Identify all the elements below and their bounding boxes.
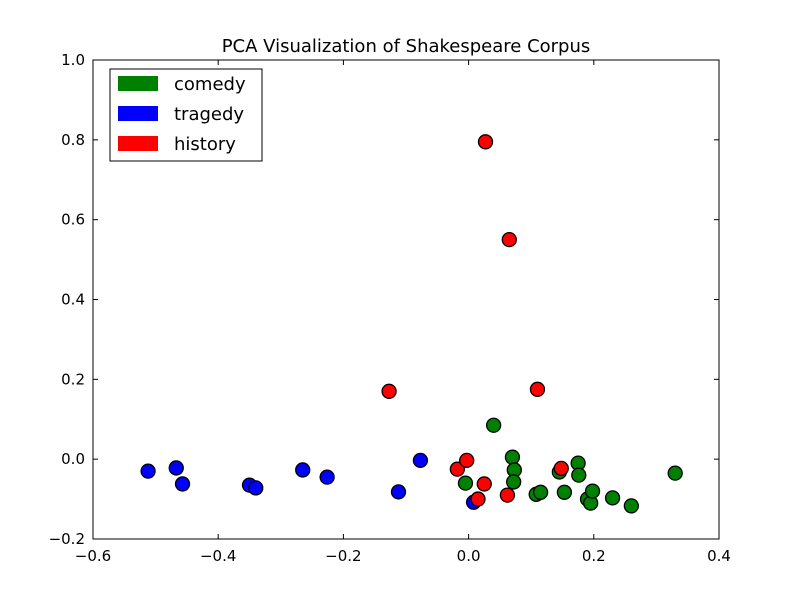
legend-label-history: history <box>174 134 236 155</box>
data-point-history <box>553 460 569 476</box>
data-point-history <box>381 383 397 399</box>
data-point-comedy <box>667 465 683 481</box>
data-point-history <box>449 461 465 477</box>
data-point-history <box>476 476 492 492</box>
data-point-tragedy <box>412 452 429 469</box>
data-point-comedy <box>506 474 522 490</box>
y-tick-label: 0.2 <box>61 370 85 388</box>
y-tick-label: 0.4 <box>61 291 85 309</box>
y-tick-label: 0.0 <box>61 450 85 468</box>
data-point-tragedy <box>390 484 407 500</box>
x-tick-label: −0.4 <box>200 547 236 565</box>
legend: comedy tragedy history <box>109 68 263 162</box>
chart-title: PCA Visualization of Shakespeare Corpus <box>222 36 591 57</box>
x-tick-label: −0.2 <box>325 547 361 565</box>
data-point-comedy <box>504 449 521 465</box>
data-point-comedy <box>623 498 640 514</box>
data-point-tragedy <box>140 463 156 479</box>
data-point-comedy <box>485 417 502 433</box>
series-tragedy <box>140 452 482 510</box>
data-point-comedy <box>532 484 549 500</box>
x-tick-label: 0.4 <box>707 547 731 565</box>
data-point-history <box>499 487 516 503</box>
data-point-comedy <box>604 490 621 506</box>
legend-swatch-comedy <box>118 76 158 91</box>
series-comedy <box>457 417 683 514</box>
y-tick-label: −0.2 <box>49 530 85 548</box>
legend-label-tragedy: tragedy <box>174 104 244 125</box>
series-history <box>381 134 569 507</box>
data-point-history <box>459 452 475 469</box>
data-point-history <box>529 381 546 397</box>
data-point-tragedy <box>248 480 264 496</box>
x-tick-label: 0.2 <box>582 547 606 565</box>
y-tick-label: 0.8 <box>61 131 85 149</box>
data-point-comedy <box>584 483 601 499</box>
data-point-history <box>501 231 517 248</box>
x-tick-label: 0.0 <box>457 547 481 565</box>
legend-swatch-tragedy <box>118 106 158 121</box>
y-tick-label: 0.6 <box>61 211 85 229</box>
legend-label-comedy: comedy <box>174 74 246 95</box>
y-tick-label: 1.0 <box>61 51 85 69</box>
x-tick-label: −0.6 <box>75 547 111 565</box>
legend-swatch-history <box>118 136 158 151</box>
data-point-history <box>477 134 494 150</box>
data-point-tragedy <box>319 469 335 485</box>
data-point-comedy <box>556 484 573 500</box>
data-point-comedy <box>457 475 474 491</box>
data-point-tragedy <box>174 476 191 492</box>
data-point-tragedy <box>295 462 311 478</box>
data-point-comedy <box>571 467 587 483</box>
data-point-tragedy <box>168 460 184 476</box>
data-point-history <box>470 491 486 507</box>
